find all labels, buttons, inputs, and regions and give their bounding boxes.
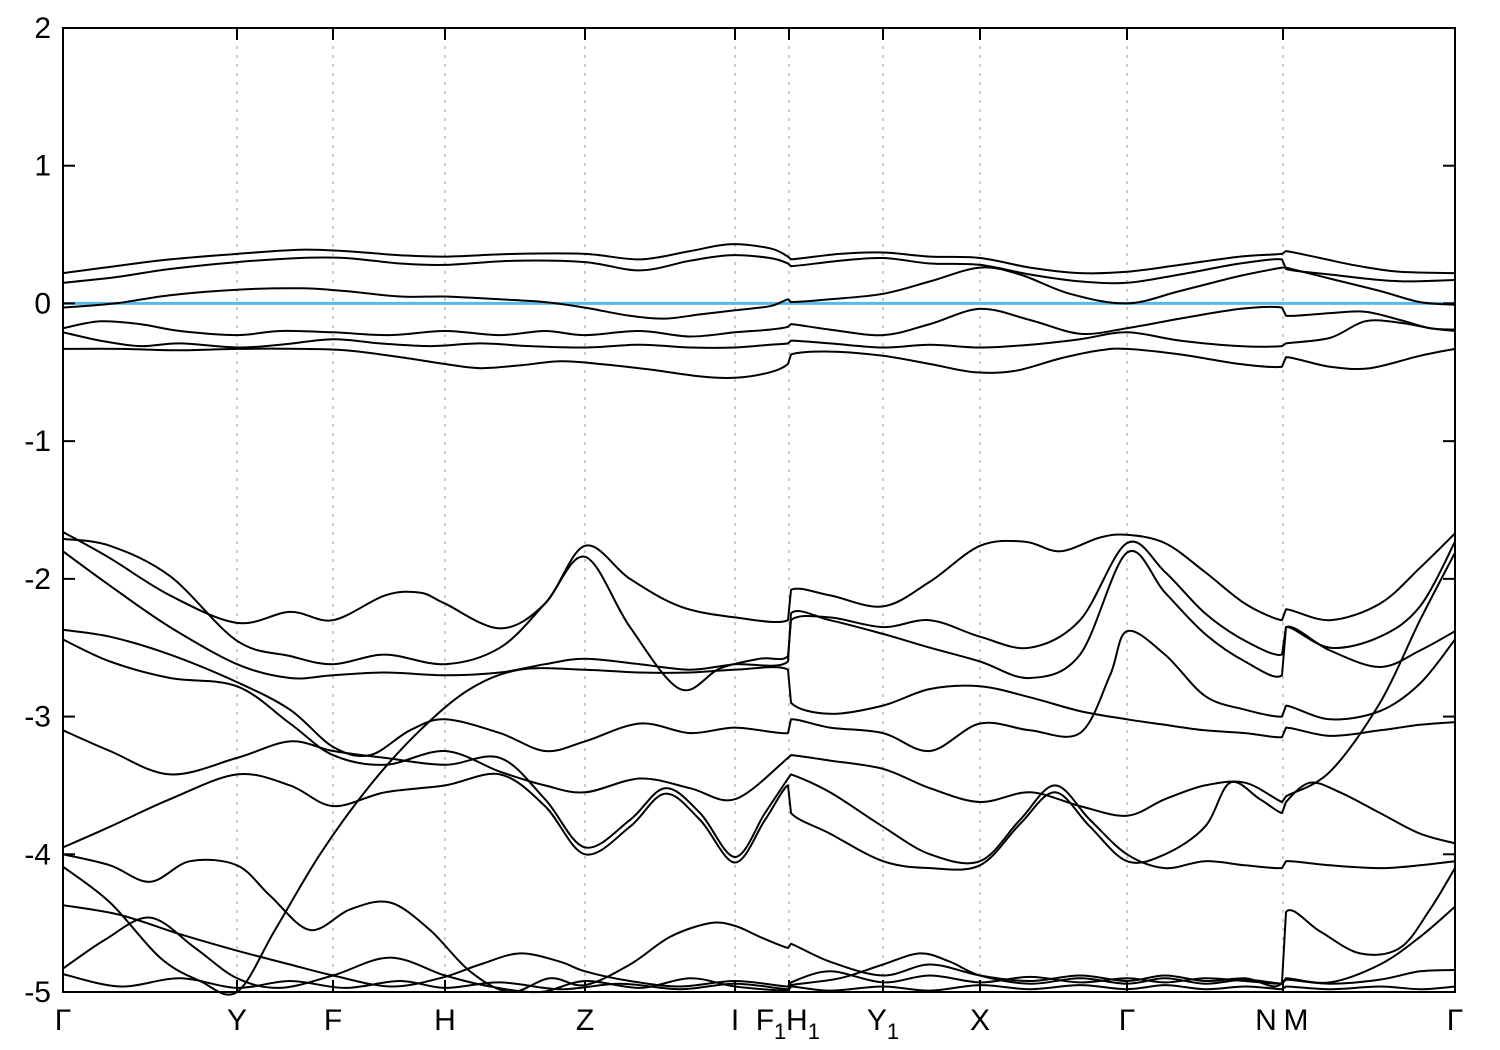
- band-line: [62, 243, 1456, 275]
- band-line: [62, 347, 1456, 380]
- band-line: [62, 628, 1456, 758]
- kpoint-label: I: [731, 1004, 739, 1037]
- kpoint-label: Γ: [1119, 1004, 1136, 1037]
- band-line: [62, 729, 1456, 870]
- kpoint-label: H1: [786, 1004, 820, 1044]
- kpoint-label: X: [970, 1004, 990, 1037]
- kpoint-label: Z: [576, 1004, 594, 1037]
- band-line: [62, 549, 1456, 680]
- y-tick-label: 1: [34, 150, 51, 183]
- band-line: [62, 266, 1456, 320]
- y-tick-label: -1: [24, 425, 51, 458]
- kpoint-label: Y: [227, 1004, 247, 1037]
- y-tick-label: -3: [24, 701, 51, 734]
- plot-border: [62, 27, 1456, 993]
- band-line: [62, 531, 1456, 630]
- band-line: [62, 254, 1456, 285]
- y-tick-label: 0: [34, 287, 51, 320]
- kpoint-label: N: [1255, 1004, 1277, 1037]
- kpoint-label: F1: [756, 1004, 787, 1044]
- kpoint-label: H: [434, 1004, 456, 1037]
- y-tick-label: -4: [24, 838, 51, 871]
- y-tick-label: 2: [34, 12, 51, 45]
- kpoint-label: F: [324, 1004, 342, 1037]
- y-tick-label: -5: [24, 976, 51, 1009]
- kpoint-label: Y1: [867, 1004, 899, 1044]
- kpoint-label: Γ: [1447, 1004, 1464, 1037]
- band-line: [62, 306, 1456, 338]
- kpoint-label: Γ: [55, 1004, 72, 1037]
- band-line: [62, 537, 1456, 692]
- band-line: [62, 772, 1456, 871]
- band-line: [62, 551, 1456, 817]
- band-line: [62, 952, 1456, 991]
- band-line: [62, 319, 1456, 349]
- y-tick-label: -2: [24, 563, 51, 596]
- band-line: [62, 666, 1456, 996]
- kpoint-label: M: [1284, 1004, 1309, 1037]
